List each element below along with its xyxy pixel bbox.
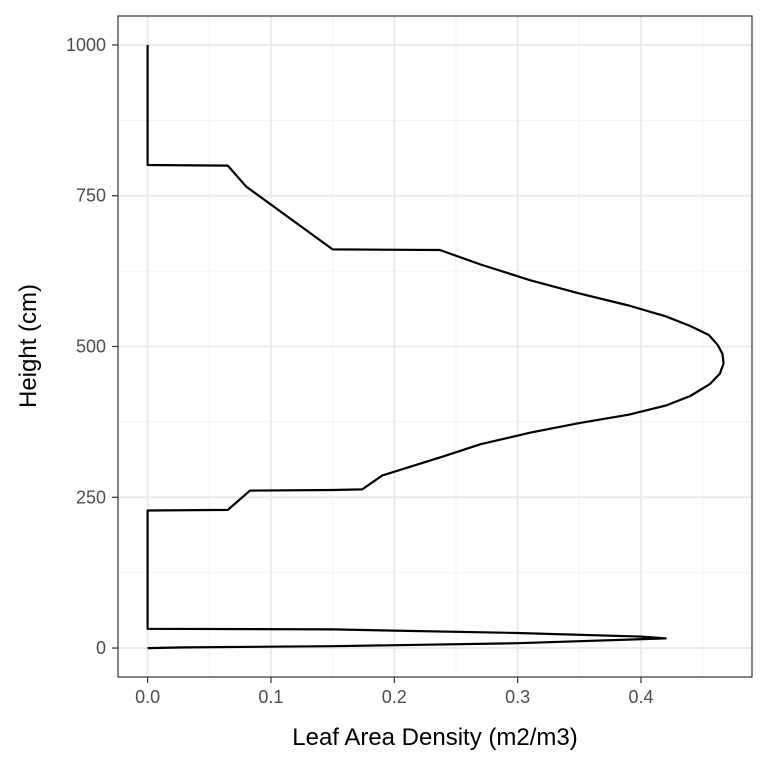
x-tick-label: 0.1: [258, 687, 283, 707]
y-axis: 0 250 500 750 1000: [66, 35, 118, 658]
y-tick-label: 250: [76, 487, 106, 507]
y-tick-label: 0: [96, 638, 106, 658]
series-layer: [146, 44, 725, 650]
x-axis: 0.0 0.1 0.2 0.3 0.4: [135, 677, 654, 707]
x-tick-label: 0.2: [382, 687, 407, 707]
x-tick-label: 0.4: [628, 687, 653, 707]
y-tick-label: 750: [76, 186, 106, 206]
x-tick-label: 0.3: [505, 687, 530, 707]
lad-profile-line: [146, 44, 725, 650]
y-tick-label: 500: [76, 337, 106, 357]
x-axis-title: Leaf Area Density (m2/m3): [292, 724, 577, 751]
x-tick-label: 0.0: [135, 687, 160, 707]
y-axis-title: Height (cm): [15, 284, 42, 408]
y-tick-label: 1000: [66, 35, 106, 55]
